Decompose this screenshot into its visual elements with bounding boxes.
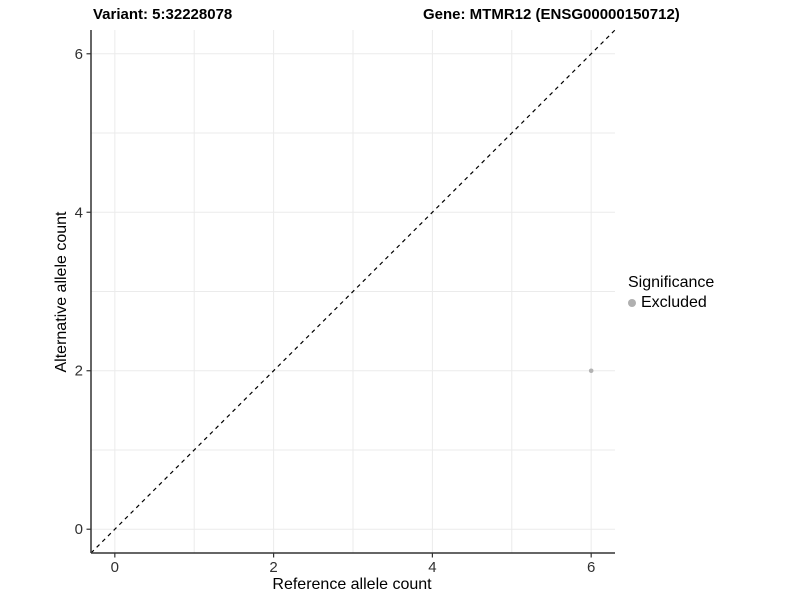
x-axis-title: Reference allele count (272, 576, 432, 593)
plot-title-variant: Variant: 5:32228078 (93, 6, 233, 23)
y-tick-label: 4 (75, 204, 83, 221)
identity-line (90, 29, 616, 554)
x-tick-label: 4 (428, 559, 436, 576)
y-tick-label: 0 (75, 521, 83, 538)
x-tick-label: 0 (111, 559, 119, 576)
y-tick-label: 2 (75, 363, 83, 380)
excluded-dot-icon (628, 299, 636, 307)
data-point (588, 368, 594, 374)
y-axis-title: Alternative allele count (53, 211, 70, 373)
legend-item-label: Excluded (641, 294, 707, 311)
y-tick-label: 6 (75, 46, 83, 63)
x-tick-label: 6 (587, 559, 595, 576)
legend-item-excluded: Excluded (628, 294, 714, 312)
plot-title-gene: Gene: MTMR12 (ENSG00000150712) (423, 6, 680, 23)
x-tick-label: 2 (269, 559, 277, 576)
legend: Significance Excluded (628, 274, 714, 312)
legend-title: Significance (628, 274, 715, 291)
